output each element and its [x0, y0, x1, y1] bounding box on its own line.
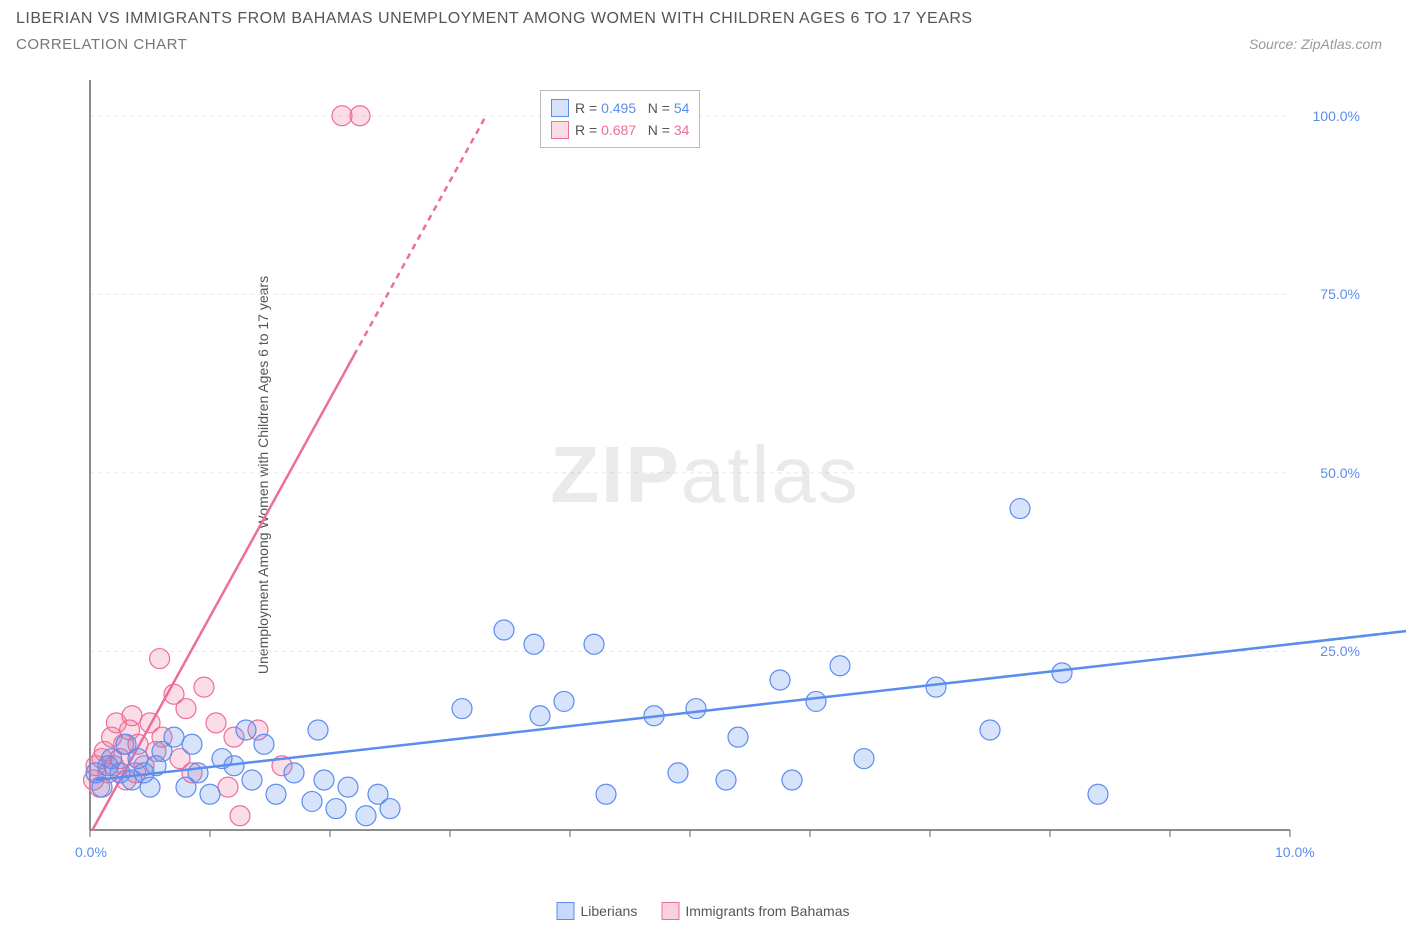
- scatter-point: [194, 677, 214, 697]
- scatter-point: [350, 106, 370, 126]
- watermark: ZIPatlas: [550, 429, 859, 521]
- y-tick-label: 100.0%: [1313, 108, 1360, 124]
- scatter-point: [452, 699, 472, 719]
- legend-swatch: [557, 902, 575, 920]
- y-tick-label: 50.0%: [1320, 465, 1360, 481]
- chart-title: LIBERIAN VS IMMIGRANTS FROM BAHAMAS UNEM…: [16, 10, 973, 28]
- scatter-point: [236, 720, 256, 740]
- y-tick-label: 75.0%: [1320, 286, 1360, 302]
- scatter-point: [308, 720, 328, 740]
- scatter-point: [242, 770, 262, 790]
- trend-line-dashed: [354, 116, 486, 356]
- scatter-point: [338, 777, 358, 797]
- scatter-point: [218, 777, 238, 797]
- scatter-point: [782, 770, 802, 790]
- chart-subtitle: CORRELATION CHART: [16, 36, 187, 53]
- scatter-point: [584, 634, 604, 654]
- trend-line: [96, 631, 1406, 780]
- legend-swatch: [551, 99, 569, 117]
- scatter-point: [314, 770, 334, 790]
- scatter-point: [596, 784, 616, 804]
- scatter-point: [164, 727, 184, 747]
- scatter-point: [728, 727, 748, 747]
- scatter-point: [200, 784, 220, 804]
- scatter-point: [230, 806, 250, 826]
- scatter-point: [668, 763, 688, 783]
- scatter-point: [980, 720, 1000, 740]
- scatter-point: [830, 656, 850, 676]
- scatter-point: [380, 799, 400, 819]
- scatter-point: [302, 791, 322, 811]
- legend-item: Immigrants from Bahamas: [661, 902, 849, 920]
- scatter-point: [716, 770, 736, 790]
- scatter-point: [182, 734, 202, 754]
- legend-swatch: [661, 902, 679, 920]
- legend-label: Liberians: [581, 903, 638, 919]
- scatter-point: [1088, 784, 1108, 804]
- scatter-point: [1010, 499, 1030, 519]
- scatter-point: [770, 670, 790, 690]
- correlation-legend-row: R = 0.687 N = 34: [551, 119, 689, 141]
- scatter-point: [332, 106, 352, 126]
- scatter-point: [206, 713, 226, 733]
- legend-label: Immigrants from Bahamas: [685, 903, 849, 919]
- correlation-text: R = 0.687 N = 34: [575, 119, 689, 141]
- correlation-legend: R = 0.495 N = 54R = 0.687 N = 34: [540, 90, 700, 148]
- source-attribution: Source: ZipAtlas.com: [1249, 36, 1382, 52]
- x-tick-label: 0.0%: [75, 844, 107, 860]
- scatter-point: [122, 706, 142, 726]
- scatter-point: [284, 763, 304, 783]
- correlation-legend-row: R = 0.495 N = 54: [551, 97, 689, 119]
- legend-item: Liberians: [557, 902, 638, 920]
- series-legend: Liberians Immigrants from Bahamas: [557, 902, 850, 920]
- legend-swatch: [551, 121, 569, 139]
- scatter-point: [140, 777, 160, 797]
- scatter-point: [356, 806, 376, 826]
- scatter-point: [686, 699, 706, 719]
- scatter-point: [554, 691, 574, 711]
- scatter-point: [188, 763, 208, 783]
- x-tick-label: 10.0%: [1275, 844, 1315, 860]
- scatter-point: [326, 799, 346, 819]
- scatter-point: [530, 706, 550, 726]
- y-tick-label: 25.0%: [1320, 643, 1360, 659]
- scatter-point: [150, 649, 170, 669]
- scatter-point: [1052, 663, 1072, 683]
- scatter-point: [806, 691, 826, 711]
- scatter-plot: Unemployment Among Women with Children A…: [50, 80, 1360, 870]
- scatter-point: [926, 677, 946, 697]
- scatter-point: [854, 749, 874, 769]
- scatter-point: [266, 784, 286, 804]
- scatter-point: [494, 620, 514, 640]
- correlation-text: R = 0.495 N = 54: [575, 97, 689, 119]
- scatter-point: [524, 634, 544, 654]
- scatter-point: [254, 734, 274, 754]
- scatter-point: [176, 699, 196, 719]
